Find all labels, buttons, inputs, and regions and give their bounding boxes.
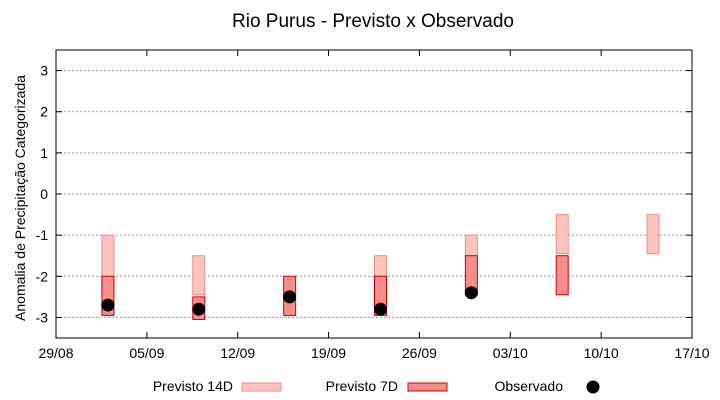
- y-tick-label: 0: [40, 186, 48, 202]
- legend-label-observado: Observado: [495, 378, 564, 394]
- legend: Previsto 14D Previsto 7D Observado: [153, 378, 600, 394]
- points-layer: [101, 286, 478, 316]
- x-tick-label: 10/10: [584, 345, 619, 361]
- x-tick-label: 05/09: [129, 345, 164, 361]
- chart-title: Rio Purus - Previsto x Observado: [232, 11, 514, 32]
- x-tick-label: 19/09: [311, 345, 346, 361]
- y-tick-label: -3: [36, 309, 49, 325]
- legend-label-previsto-7d: Previsto 7D: [326, 378, 398, 394]
- bar-previsto-14d: [192, 255, 206, 296]
- legend-swatch-previsto-14d: [241, 382, 282, 392]
- y-tick-label: -1: [36, 227, 49, 243]
- legend-swatch-previsto-7d: [407, 382, 448, 392]
- axis-ticks: 3 2 1 0 -1 -2 -3 29/08 05/09 12/09 19/09 26/09 03/10…: [36, 50, 710, 361]
- point-observado: [283, 290, 297, 304]
- y-tick-label: -2: [36, 268, 49, 284]
- x-tick-label: 17/10: [674, 345, 709, 361]
- bar-previsto-14d: [646, 214, 660, 255]
- bar-previsto-14d: [555, 214, 569, 255]
- y-tick-label: 1: [40, 145, 48, 161]
- legend-swatch-observado: [586, 380, 600, 394]
- point-observado: [101, 298, 115, 312]
- x-tick-label: 03/10: [493, 345, 528, 361]
- y-axis-label: Anomalia de Precipitação Categorizada: [12, 75, 28, 321]
- legend-label-previsto-14d: Previsto 14D: [153, 378, 233, 394]
- grid-lines: [56, 70, 692, 318]
- bar-previsto-14d: [464, 234, 478, 257]
- point-observado: [192, 302, 206, 316]
- x-tick-label: 26/09: [402, 345, 437, 361]
- bar-previsto-7d: [555, 255, 569, 296]
- bar-previsto-14d: [373, 255, 387, 277]
- x-tick-label: 12/09: [220, 345, 255, 361]
- point-observado: [464, 286, 478, 300]
- x-tick-label: 29/08: [38, 345, 73, 361]
- y-tick-label: 2: [40, 104, 48, 120]
- y-tick-label: 3: [40, 63, 48, 79]
- point-observado: [373, 302, 387, 316]
